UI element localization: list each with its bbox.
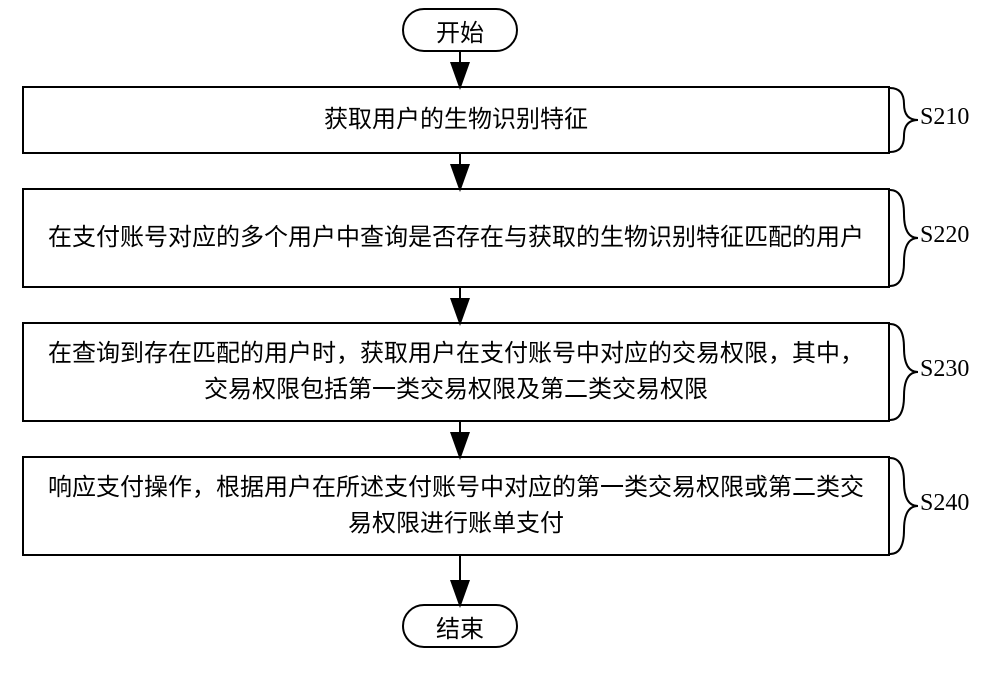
label-s210-text: S210 xyxy=(920,104,969,130)
label-s220: S220 xyxy=(920,222,969,249)
label-s240-text: S240 xyxy=(920,490,969,516)
step-s240-text: 响应支付操作，根据用户在所述支付账号中对应的第一类交易权限或第二类交易权限进行账… xyxy=(42,470,870,542)
start-node: 开始 xyxy=(402,8,518,52)
step-s210: 获取用户的生物识别特征 xyxy=(22,86,890,154)
label-s220-text: S220 xyxy=(920,222,969,248)
label-s210: S210 xyxy=(920,104,969,131)
step-s230-text: 在查询到存在匹配的用户时，获取用户在支付账号中对应的交易权限，其中，交易权限包括… xyxy=(42,336,870,408)
label-s230: S230 xyxy=(920,356,969,383)
end-node: 结束 xyxy=(402,604,518,648)
step-s230: 在查询到存在匹配的用户时，获取用户在支付账号中对应的交易权限，其中，交易权限包括… xyxy=(22,322,890,422)
step-s220-text: 在支付账号对应的多个用户中查询是否存在与获取的生物识别特征匹配的用户 xyxy=(48,220,864,256)
end-text: 结束 xyxy=(436,609,484,644)
step-s220: 在支付账号对应的多个用户中查询是否存在与获取的生物识别特征匹配的用户 xyxy=(22,188,890,288)
step-s210-text: 获取用户的生物识别特征 xyxy=(324,102,588,138)
start-text: 开始 xyxy=(436,13,484,48)
step-s240: 响应支付操作，根据用户在所述支付账号中对应的第一类交易权限或第二类交易权限进行账… xyxy=(22,456,890,556)
label-s230-text: S230 xyxy=(920,356,969,382)
flowchart-canvas: 开始 获取用户的生物识别特征 在支付账号对应的多个用户中查询是否存在与获取的生物… xyxy=(0,0,1000,682)
label-s240: S240 xyxy=(920,490,969,517)
